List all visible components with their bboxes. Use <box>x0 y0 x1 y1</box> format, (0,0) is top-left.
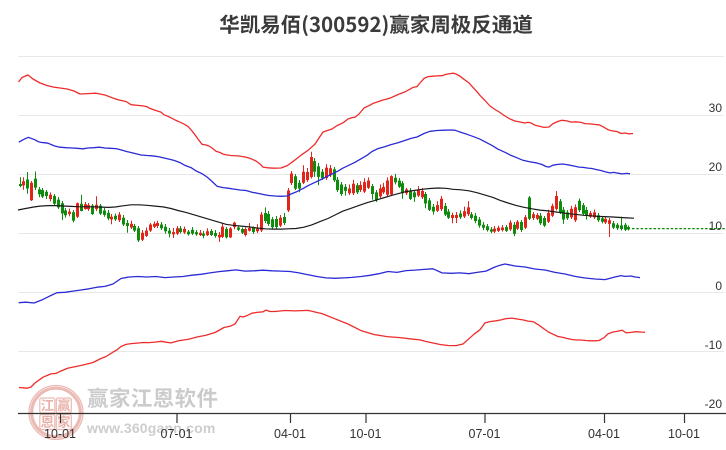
svg-text:04-01: 04-01 <box>588 427 620 441</box>
svg-text:10-01: 10-01 <box>668 427 700 441</box>
svg-text:07-01: 07-01 <box>469 427 501 441</box>
svg-text:20: 20 <box>709 160 723 174</box>
svg-text:30: 30 <box>709 101 723 115</box>
svg-text:07-01: 07-01 <box>161 427 193 441</box>
svg-text:10: 10 <box>709 219 723 233</box>
svg-text:-10: -10 <box>705 338 723 352</box>
svg-text:10-01: 10-01 <box>350 427 382 441</box>
svg-text:10-01: 10-01 <box>44 427 76 441</box>
svg-text:www.360gann.com: www.360gann.com <box>86 420 216 436</box>
svg-text:-20: -20 <box>705 397 723 411</box>
svg-text:04-01: 04-01 <box>274 427 306 441</box>
svg-text:0: 0 <box>715 279 722 293</box>
